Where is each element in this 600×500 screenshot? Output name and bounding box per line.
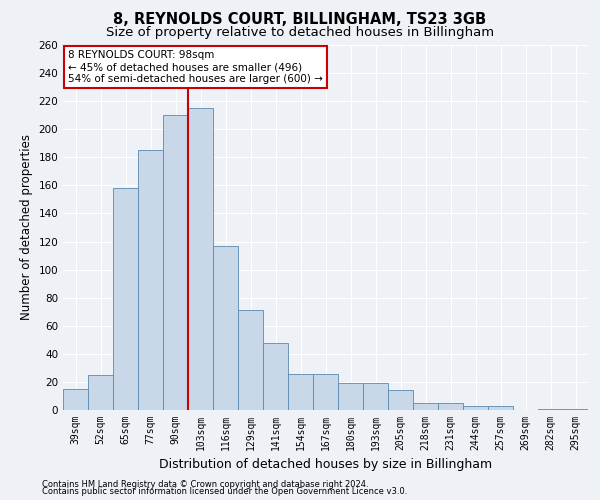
Bar <box>63 389 88 410</box>
Bar <box>288 374 313 410</box>
X-axis label: Distribution of detached houses by size in Billingham: Distribution of detached houses by size … <box>159 458 492 471</box>
Text: Contains HM Land Registry data © Crown copyright and database right 2024.: Contains HM Land Registry data © Crown c… <box>42 480 368 489</box>
Y-axis label: Number of detached properties: Number of detached properties <box>20 134 33 320</box>
Bar <box>138 150 163 410</box>
Text: 8, REYNOLDS COURT, BILLINGHAM, TS23 3GB: 8, REYNOLDS COURT, BILLINGHAM, TS23 3GB <box>113 12 487 28</box>
Bar <box>188 108 213 410</box>
Bar <box>263 342 288 410</box>
Bar <box>338 384 363 410</box>
Bar <box>413 403 438 410</box>
Text: 8 REYNOLDS COURT: 98sqm
← 45% of detached houses are smaller (496)
54% of semi-d: 8 REYNOLDS COURT: 98sqm ← 45% of detache… <box>68 50 323 84</box>
Bar <box>313 374 338 410</box>
Bar <box>88 375 113 410</box>
Bar <box>363 384 388 410</box>
Bar <box>538 408 563 410</box>
Bar <box>113 188 138 410</box>
Bar <box>488 406 513 410</box>
Bar <box>238 310 263 410</box>
Text: Size of property relative to detached houses in Billingham: Size of property relative to detached ho… <box>106 26 494 39</box>
Bar <box>388 390 413 410</box>
Bar <box>563 408 588 410</box>
Bar <box>463 406 488 410</box>
Bar <box>163 115 188 410</box>
Text: Contains public sector information licensed under the Open Government Licence v3: Contains public sector information licen… <box>42 487 407 496</box>
Bar <box>213 246 238 410</box>
Bar <box>438 403 463 410</box>
